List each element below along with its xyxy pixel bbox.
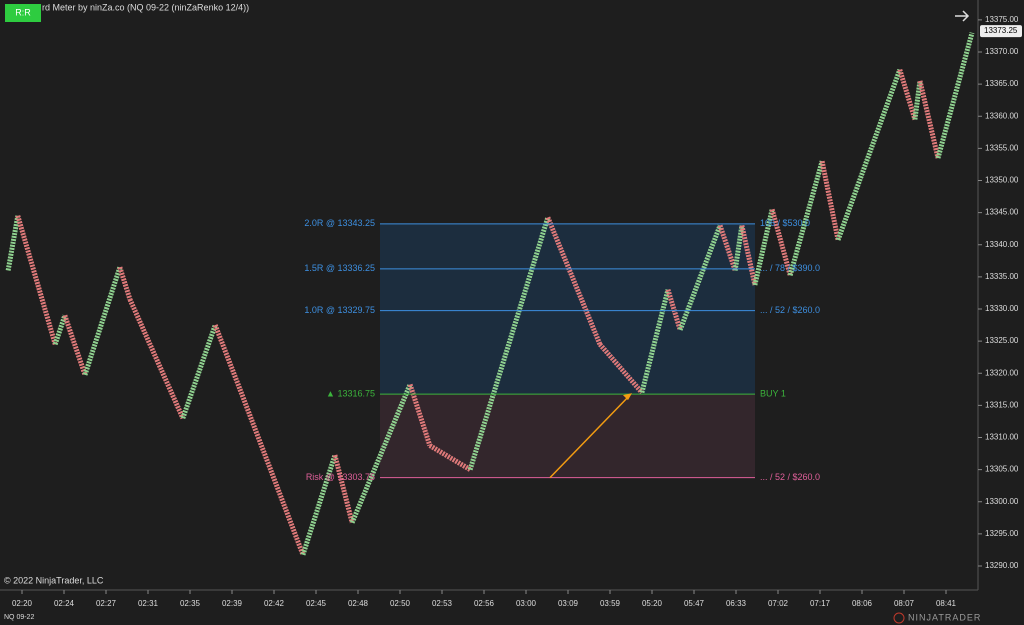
y-tick-label: 13290.00 bbox=[985, 561, 1019, 570]
price-move bbox=[127, 298, 186, 420]
x-tick-label: 02:42 bbox=[264, 599, 285, 608]
level-value: ... / 52 / $260.0 bbox=[760, 472, 820, 482]
x-tick-label: 08:07 bbox=[894, 599, 915, 608]
level-label: ▲ 13316.75 bbox=[326, 389, 375, 399]
price-move bbox=[180, 324, 218, 420]
trade-arrow bbox=[549, 396, 629, 479]
x-tick-label: 02:45 bbox=[306, 599, 327, 608]
price-move bbox=[912, 80, 923, 120]
y-tick-label: 13300.00 bbox=[985, 497, 1019, 506]
x-tick-label: 02:20 bbox=[12, 599, 33, 608]
price-move bbox=[917, 80, 941, 159]
level-label: Risk @ 13303.75 bbox=[306, 472, 375, 482]
price-move bbox=[15, 215, 58, 346]
y-tick-label: 13330.00 bbox=[985, 304, 1019, 313]
y-tick-label: 13315.00 bbox=[985, 400, 1019, 409]
price-move bbox=[349, 383, 413, 524]
x-tick-label: 02:50 bbox=[390, 599, 411, 608]
x-tick-label: 03:59 bbox=[600, 599, 621, 608]
x-tick-label: 02:39 bbox=[222, 599, 243, 608]
price-move bbox=[639, 289, 671, 394]
y-tick-label: 13370.00 bbox=[985, 47, 1019, 56]
y-tick-label: 13340.00 bbox=[985, 240, 1019, 249]
level-value: ... / 52 / $260.0 bbox=[760, 305, 820, 315]
trade-arrow-head bbox=[623, 393, 632, 401]
button-label[interactable]: R:R bbox=[15, 7, 31, 17]
price-move bbox=[52, 314, 68, 346]
price-move bbox=[237, 388, 306, 556]
x-tick-label: 02:24 bbox=[54, 599, 75, 608]
last-price-tag bbox=[980, 25, 1022, 38]
y-tick-label: 13325.00 bbox=[985, 336, 1019, 345]
y-tick-label: 13360.00 bbox=[985, 111, 1019, 120]
y-tick-label: 13295.00 bbox=[985, 529, 1019, 538]
x-tick-label: 08:06 bbox=[852, 599, 873, 608]
y-tick-label: 13310.00 bbox=[985, 433, 1019, 442]
price-move bbox=[598, 342, 644, 395]
price-move bbox=[677, 224, 723, 331]
price-move bbox=[467, 216, 551, 471]
price-move bbox=[300, 454, 338, 556]
price-move bbox=[739, 224, 758, 286]
level-value: 106 / $530.0 bbox=[760, 218, 810, 228]
y-tick-label: 13350.00 bbox=[985, 176, 1019, 185]
price-move bbox=[407, 383, 433, 447]
x-tick-label: 03:09 bbox=[558, 599, 579, 608]
x-tick-label: 07:02 bbox=[768, 599, 789, 608]
x-tick-label: 02:53 bbox=[432, 599, 453, 608]
price-move bbox=[545, 216, 603, 346]
target-zone bbox=[380, 223, 755, 395]
x-tick-label: 02:56 bbox=[474, 599, 495, 608]
logo-icon bbox=[893, 612, 905, 624]
y-tick-label: 13345.00 bbox=[985, 208, 1019, 217]
price-move bbox=[819, 160, 841, 241]
x-tick-label: 02:48 bbox=[348, 599, 369, 608]
level-label: 1.0R @ 13329.75 bbox=[304, 305, 375, 315]
y-tick-label: 13375.00 bbox=[985, 15, 1019, 24]
y-tick-label: 13305.00 bbox=[985, 465, 1019, 474]
x-tick-label: 03:00 bbox=[516, 599, 537, 608]
price-move bbox=[752, 208, 775, 286]
y-tick-label: 13320.00 bbox=[985, 368, 1019, 377]
x-tick-label: 05:47 bbox=[684, 599, 705, 608]
instrument: NQ 09-22 bbox=[4, 614, 34, 621]
risk-zone bbox=[380, 394, 755, 478]
y-tick-label: 13365.00 bbox=[985, 79, 1019, 88]
level-value: ... / 78 / $390.0 bbox=[760, 263, 820, 273]
x-tick-label: 05:20 bbox=[642, 599, 663, 608]
price-move bbox=[428, 443, 472, 472]
chart-title: rd Meter by ninZa.co (NQ 09-22 (ninZaRen… bbox=[42, 2, 249, 12]
price-move bbox=[897, 68, 918, 121]
price-move bbox=[717, 224, 738, 272]
level-label: 2.0R @ 13343.25 bbox=[304, 218, 375, 228]
price-move bbox=[732, 225, 745, 271]
logo: NINJATRADER bbox=[908, 612, 981, 622]
x-tick-label: 07:17 bbox=[810, 599, 831, 608]
y-tick-label: 13335.00 bbox=[985, 272, 1019, 281]
price-move bbox=[82, 266, 123, 376]
level-label: 1.5R @ 13336.25 bbox=[304, 263, 375, 273]
rr-button[interactable] bbox=[5, 4, 41, 22]
price-move bbox=[665, 288, 683, 331]
price-move bbox=[5, 215, 21, 271]
price-move bbox=[835, 68, 903, 241]
price-move bbox=[332, 454, 355, 524]
arrow-icon[interactable] bbox=[955, 10, 970, 22]
x-tick-label: 02:27 bbox=[96, 599, 117, 608]
last-price-label: 13373.25 bbox=[984, 26, 1018, 35]
price-move bbox=[117, 266, 133, 301]
price-move bbox=[212, 324, 243, 391]
x-tick-label: 02:31 bbox=[138, 599, 159, 608]
x-tick-label: 08:41 bbox=[936, 599, 957, 608]
price-move bbox=[769, 208, 793, 276]
copyright: © 2022 NinjaTrader, LLC bbox=[4, 575, 104, 585]
price-move bbox=[787, 160, 825, 276]
x-tick-label: 02:35 bbox=[180, 599, 201, 608]
y-tick-label: 13355.00 bbox=[985, 143, 1019, 152]
level-value: BUY 1 bbox=[760, 389, 786, 399]
x-tick-label: 06:33 bbox=[726, 599, 747, 608]
price-move bbox=[935, 32, 975, 159]
price-move bbox=[62, 314, 88, 376]
